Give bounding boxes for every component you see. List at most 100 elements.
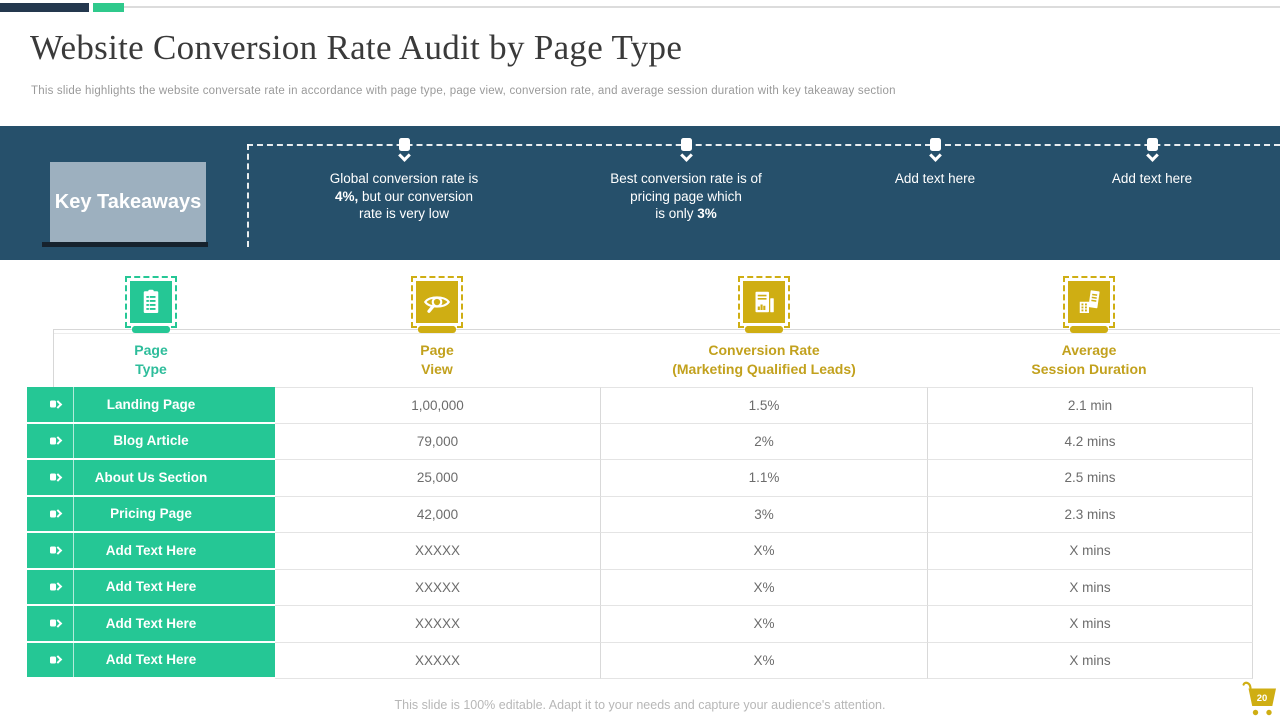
- arrow-bullet-icon: [50, 436, 63, 445]
- page-type-label: About Us Section: [94, 469, 208, 485]
- column-accent-bar: [1070, 326, 1108, 333]
- table-row: Add Text Here XXXXX X% X mins: [27, 606, 1253, 643]
- audit-table: Landing Page 1,00,000 1.5% 2.1 min Blog …: [27, 387, 1253, 679]
- table-row: Pricing Page 42,000 3% 2.3 mins: [27, 496, 1253, 533]
- table-row: Add Text Here XXXXX X% X mins: [27, 533, 1253, 570]
- key-takeaways-label: Key Takeaways: [54, 190, 202, 213]
- header-divider-line-2: [53, 333, 1280, 334]
- page-type-cell[interactable]: Add Text Here: [27, 642, 275, 679]
- page-view-cell[interactable]: XXXXX: [275, 569, 601, 606]
- eye-preview-icon: [416, 281, 458, 323]
- arrow-bullet-icon: [50, 400, 63, 409]
- table-rows: Landing Page 1,00,000 1.5% 2.1 min Blog …: [27, 387, 1253, 679]
- page-view-cell: 42,000: [275, 496, 601, 533]
- conversion-rate-cell[interactable]: X%: [601, 569, 928, 606]
- page-type-label: Add Text Here: [105, 542, 197, 558]
- analytics-building-icon: [1068, 281, 1110, 323]
- page-view-cell: 25,000: [275, 460, 601, 497]
- session-duration-icon-box: [1063, 276, 1115, 328]
- header-divider-line: [53, 329, 1280, 330]
- conversion-rate-cell[interactable]: X%: [601, 606, 928, 643]
- topbar-green-segment: [93, 3, 124, 12]
- document-list-icon: [130, 281, 172, 323]
- report-chart-icon: [743, 281, 785, 323]
- key-takeaways-band: Key Takeaways Global conversion rate is 4…: [0, 126, 1280, 260]
- page-type-label: Pricing Page: [110, 506, 192, 522]
- column-header-page-type: Page Type: [134, 342, 168, 377]
- page-type-label: Add Text Here: [105, 579, 197, 595]
- session-duration-cell[interactable]: X mins: [928, 642, 1253, 679]
- page-type-cell: About Us Section: [27, 460, 275, 497]
- key-takeaways-box: Key Takeaways: [50, 162, 206, 242]
- column-header-conversion-rate: Conversion Rate (Marketing Qualified Lea…: [672, 342, 856, 377]
- page-view-cell: 79,000: [275, 423, 601, 460]
- arrow-down-marker-icon: [392, 138, 416, 162]
- arrow-down-marker-icon: [923, 138, 947, 162]
- column-accent-bar: [745, 326, 783, 333]
- column-header-page-view: Page View: [420, 342, 454, 377]
- page-view-icon-box: [411, 276, 463, 328]
- page-view-cell[interactable]: XXXXX: [275, 642, 601, 679]
- page-title: Website Conversion Rate Audit by Page Ty…: [30, 28, 683, 67]
- takeaway-note[interactable]: Add text here: [1111, 171, 1193, 186]
- cart-page-number-icon: 20: [1242, 681, 1276, 716]
- page-type-label: Blog Article: [113, 433, 189, 449]
- page-type-cell[interactable]: Add Text Here: [27, 569, 275, 606]
- arrow-down-marker-icon: [1140, 138, 1164, 162]
- arrow-bullet-icon: [50, 546, 63, 555]
- page-type-label: Add Text Here: [105, 615, 197, 631]
- arrow-bullet-icon: [50, 655, 63, 664]
- page-subtitle: This slide highlights the website conver…: [31, 85, 896, 97]
- key-takeaways-underline: [42, 242, 208, 247]
- session-duration-cell[interactable]: X mins: [928, 569, 1253, 606]
- session-duration-cell: 4.2 mins: [928, 423, 1253, 460]
- table-row: Blog Article 79,000 2% 4.2 mins: [27, 423, 1253, 460]
- conversion-rate-cell: 1.1%: [601, 460, 928, 497]
- page-type-cell[interactable]: Add Text Here: [27, 606, 275, 643]
- dashed-connector-line: [247, 144, 1280, 146]
- conversion-rate-cell: 1.5%: [601, 387, 928, 424]
- page-type-cell: Blog Article: [27, 423, 275, 460]
- table-row: Add Text Here XXXXX X% X mins: [27, 642, 1253, 679]
- dashed-connector-corner: [247, 144, 249, 247]
- conversion-rate-cell: 3%: [601, 496, 928, 533]
- table-row: Add Text Here XXXXX X% X mins: [27, 569, 1253, 606]
- page-view-cell[interactable]: XXXXX: [275, 606, 601, 643]
- page-view-cell: 1,00,000: [275, 387, 601, 424]
- table-row: About Us Section 25,000 1.1% 2.5 mins: [27, 460, 1253, 497]
- column-header-session-duration: Average Session Duration: [1031, 342, 1147, 377]
- page-type-cell: Pricing Page: [27, 496, 275, 533]
- session-duration-cell[interactable]: X mins: [928, 533, 1253, 570]
- column-accent-bar: [132, 326, 170, 333]
- session-duration-cell: 2.3 mins: [928, 496, 1253, 533]
- page-type-cell[interactable]: Add Text Here: [27, 533, 275, 570]
- session-duration-cell[interactable]: X mins: [928, 606, 1253, 643]
- header-left-border: [53, 329, 54, 387]
- takeaway-note: Best conversion rate is of pricing page w…: [610, 171, 762, 221]
- topbar-rule-line: [124, 6, 1280, 8]
- arrow-down-marker-icon: [674, 138, 698, 162]
- arrow-bullet-icon: [50, 473, 63, 482]
- table-row: Landing Page 1,00,000 1.5% 2.1 min: [27, 387, 1253, 424]
- footer-note: This slide is 100% editable. Adapt it to…: [394, 698, 886, 712]
- column-accent-bar: [418, 326, 456, 333]
- page-view-cell[interactable]: XXXXX: [275, 533, 601, 570]
- conversion-rate-icon-box: [738, 276, 790, 328]
- page-type-cell: Landing Page: [27, 387, 275, 424]
- topbar-navy-segment: [0, 3, 89, 12]
- session-duration-cell: 2.5 mins: [928, 460, 1253, 497]
- takeaway-note[interactable]: Add text here: [894, 171, 976, 186]
- page-type-label: Add Text Here: [105, 652, 197, 668]
- page-type-label: Landing Page: [106, 396, 196, 412]
- arrow-bullet-icon: [50, 509, 63, 518]
- slide-number: 20: [1257, 693, 1268, 704]
- session-duration-cell: 2.1 min: [928, 387, 1253, 424]
- arrow-bullet-icon: [50, 619, 63, 628]
- conversion-rate-cell[interactable]: X%: [601, 533, 928, 570]
- conversion-rate-cell: 2%: [601, 423, 928, 460]
- conversion-rate-cell[interactable]: X%: [601, 642, 928, 679]
- page-type-icon-box: [125, 276, 177, 328]
- takeaway-note: Global conversion rate is 4%, but our con…: [329, 171, 479, 221]
- arrow-bullet-icon: [50, 582, 63, 591]
